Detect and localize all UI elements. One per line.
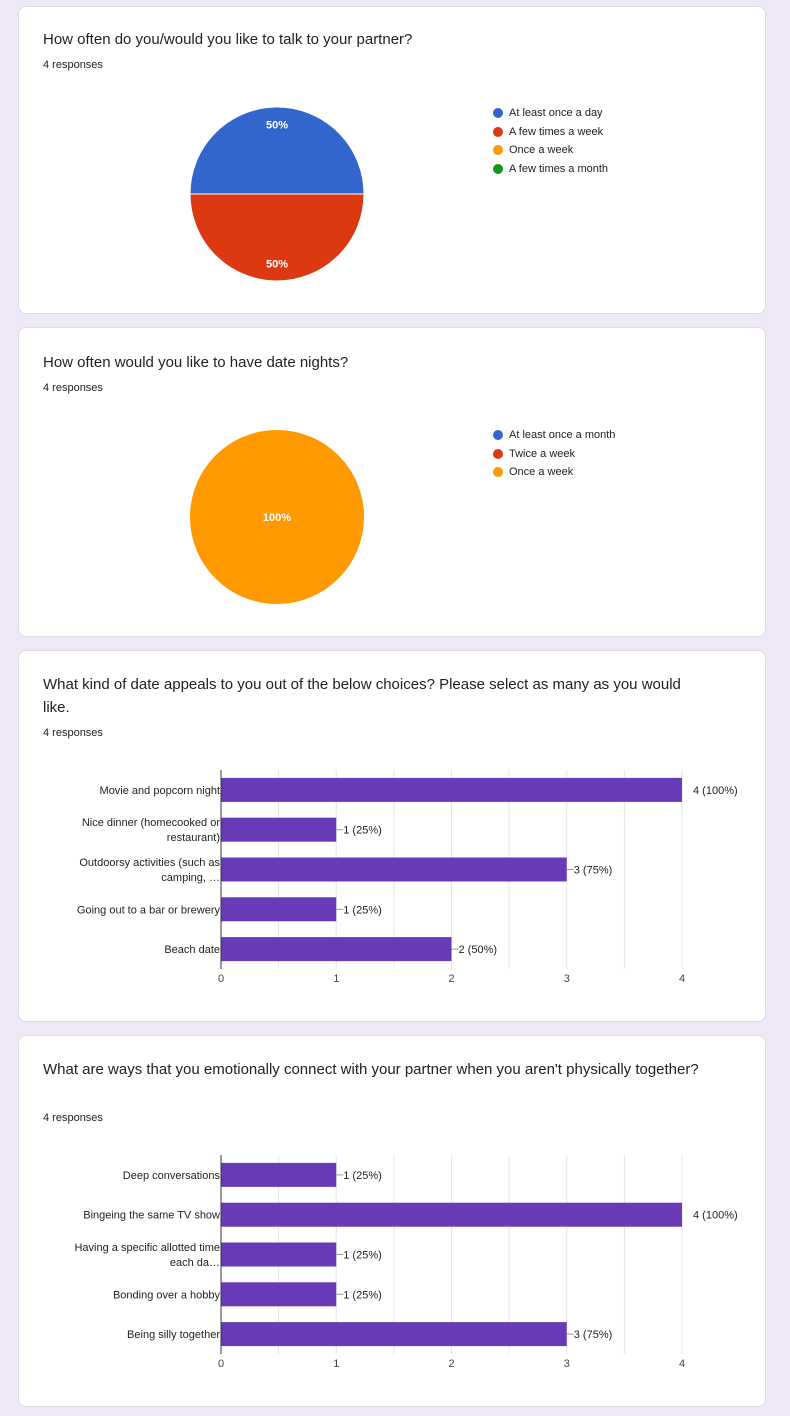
bar-value-label: 3 (75%): [574, 865, 613, 877]
pie-slice: [189, 106, 365, 195]
legend-item: At least once a day: [493, 104, 608, 123]
pie-slice-label: 100%: [263, 512, 291, 524]
chart-legend: At least once a month Twice a week Once a …: [493, 426, 615, 482]
pie-slice: [190, 430, 364, 604]
bar: [221, 1282, 337, 1307]
response-count: 4 responses: [43, 382, 103, 394]
category-label: each da…: [170, 1257, 220, 1269]
x-tick-label: 0: [218, 973, 224, 985]
x-tick-label: 1: [333, 973, 339, 985]
x-tick-label: 4: [679, 973, 685, 985]
pie-chart: 50% 50%: [189, 106, 365, 282]
bar: [221, 1162, 337, 1187]
x-tick-label: 4: [679, 1358, 685, 1370]
legend-item: Once a week: [493, 463, 615, 482]
response-count: 4 responses: [43, 1112, 103, 1124]
legend-swatch: [493, 467, 503, 478]
x-tick-label: 2: [448, 1358, 454, 1370]
pie-slice-label: 50%: [266, 259, 288, 271]
question-card-1: How often do you/would you like to talk …: [18, 6, 766, 314]
legend-item: Twice a week: [493, 445, 615, 464]
category-label: Going out to a bar or brewery: [77, 904, 221, 916]
category-label: Being silly together: [127, 1329, 220, 1341]
bar-chart: Deep conversations 1 (25%) Bingeing the sa…: [74, 1155, 738, 1370]
response-count: 4 responses: [43, 59, 103, 71]
category-label: camping, …: [161, 872, 220, 884]
bar-value-label: 4 (100%): [693, 785, 738, 797]
bar-chart: Movie and popcorn night 4 (100%) Nice dinn…: [77, 770, 738, 985]
legend-item: A few times a month: [493, 160, 608, 179]
bar: [221, 857, 567, 882]
category-label: restaurant): [167, 832, 220, 844]
bar: [221, 1202, 682, 1227]
pie-slice-label: 50%: [266, 119, 288, 131]
category-label: Nice dinner (homecooked or: [82, 817, 221, 829]
legend-item: At least once a month: [493, 426, 615, 445]
legend-swatch: [493, 108, 503, 119]
question-title: How often do you/would you like to talk …: [43, 31, 413, 48]
x-tick-label: 2: [448, 973, 454, 985]
legend-swatch: [493, 430, 503, 441]
bar-value-label: 1 (25%): [343, 1289, 382, 1301]
category-label: Movie and popcorn night: [100, 785, 220, 797]
pie-slice: [189, 193, 365, 282]
legend-label: Twice a week: [509, 447, 576, 460]
legend-item: Once a week: [493, 141, 608, 160]
question-title: What kind of date appeals to you out of …: [43, 676, 681, 716]
x-tick-label: 1: [333, 1358, 339, 1370]
legend-label: Once a week: [509, 466, 574, 479]
chart-legend: At least once a day A few times a week Onc…: [493, 104, 608, 178]
question-title: How often would you like to have date ni…: [43, 354, 349, 371]
response-count: 4 responses: [43, 727, 103, 739]
legend-label: Once a week: [509, 144, 574, 157]
legend-swatch: [493, 145, 503, 156]
legend-label: At least once a month: [509, 429, 616, 442]
bar: [221, 897, 337, 922]
category-label: Deep conversations: [123, 1170, 221, 1182]
legend-swatch: [493, 163, 503, 174]
bar-value-label: 1 (25%): [343, 1170, 382, 1182]
pie-chart: 100%: [190, 430, 364, 604]
legend-item: A few times a week: [493, 123, 608, 142]
bar: [221, 1322, 567, 1347]
legend-swatch: [493, 126, 503, 137]
question-card-3: What kind of date appeals to you out of …: [18, 650, 766, 1022]
bar-value-label: 1 (25%): [343, 904, 382, 916]
bar: [221, 937, 452, 962]
bar-value-label: 4 (100%): [693, 1210, 738, 1222]
bar-value-label: 3 (75%): [574, 1329, 613, 1341]
category-label: Having a specific allotted time: [74, 1242, 220, 1254]
legend-swatch: [493, 448, 503, 459]
question-title: What are ways that you emotionally conne…: [43, 1061, 699, 1078]
x-tick-label: 0: [218, 1358, 224, 1370]
question-card-2: How often would you like to have date ni…: [18, 327, 766, 637]
category-label: Bingeing the same TV show: [83, 1210, 220, 1222]
question-card-4: What are ways that you emotionally conne…: [18, 1035, 766, 1407]
bar: [221, 777, 682, 802]
bar: [221, 817, 337, 842]
x-tick-label: 3: [564, 973, 570, 985]
category-label: Bonding over a hobby: [113, 1289, 221, 1301]
category-label: Beach date: [164, 944, 220, 956]
x-tick-label: 3: [564, 1358, 570, 1370]
bar-value-label: 2 (50%): [459, 944, 498, 956]
bar-value-label: 1 (25%): [343, 825, 382, 837]
category-label: Outdoorsy activities (such as: [79, 857, 220, 869]
legend-label: A few times a week: [509, 125, 604, 138]
legend-label: At least once a day: [509, 107, 603, 120]
bar-value-label: 1 (25%): [343, 1250, 382, 1262]
bar: [221, 1242, 337, 1267]
legend-label: A few times a month: [509, 162, 609, 175]
